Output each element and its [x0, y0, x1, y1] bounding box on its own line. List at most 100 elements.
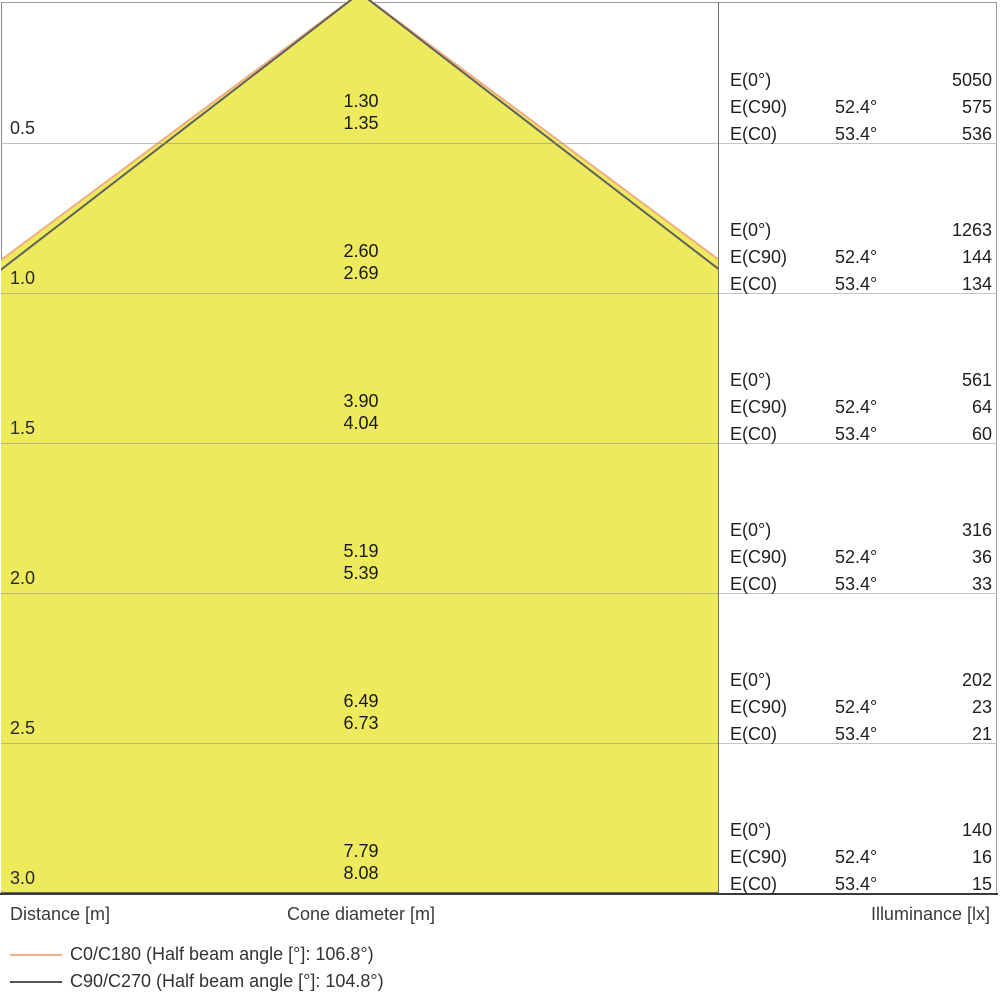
ec0-value: 134 — [961, 274, 992, 294]
cone-diameter-c0: 2.69 — [343, 263, 379, 283]
ec90-value: 144 — [961, 247, 992, 267]
e0-label: E(0°) — [730, 520, 772, 540]
e0-value: 202 — [961, 670, 992, 690]
ec90-angle: 52.4° — [835, 247, 878, 267]
ec90-label: E(C90) — [730, 547, 788, 567]
ec90-angle: 52.4° — [835, 97, 878, 117]
e0-value: 1263 — [951, 220, 992, 240]
cone-diameter-c90: 1.30 — [343, 91, 379, 111]
distance-axis-label: Distance [m] — [10, 904, 111, 924]
ec90-value: 36 — [971, 547, 992, 567]
distance-label: 3.0 — [10, 868, 36, 888]
e0-label: E(0°) — [730, 370, 772, 390]
e0-angle — [835, 217, 915, 244]
legend-label-c0: C0/C180 (Half beam angle [°]: 106.8°) — [70, 944, 374, 964]
gridline — [719, 443, 997, 444]
cone-diameter-pair: 2.60 2.69 — [301, 240, 421, 284]
cone-diagram-svg — [1, 0, 718, 893]
distance-label: 0.5 — [10, 118, 36, 138]
ec90-angle: 52.4° — [835, 547, 878, 567]
e0-angle — [835, 367, 915, 394]
illuminance-group: E(0°) 316 E(C90) 52.4° 36 E(C0) 53.4° 33 — [730, 517, 992, 598]
illuminance-axis-label: Illuminance [lx] — [870, 904, 990, 924]
cone-diameter-axis-label: Cone diameter [m] — [286, 904, 436, 924]
cone-diameter-pair: 6.49 6.73 — [301, 690, 421, 734]
ec90-value: 64 — [971, 397, 992, 417]
ec0-label: E(C0) — [730, 724, 778, 744]
ec0-label: E(C0) — [730, 274, 778, 294]
ec90-label: E(C90) — [730, 397, 788, 417]
ec0-angle: 53.4° — [835, 724, 878, 744]
cone-gridlines — [1, 143, 718, 744]
legend-label-c90: C90/C270 (Half beam angle [°]: 104.8°) — [70, 971, 384, 991]
gridline — [719, 743, 997, 744]
ec90-angle: 52.4° — [835, 847, 878, 867]
ec0-value: 33 — [971, 574, 992, 594]
ec0-angle: 53.4° — [835, 574, 878, 594]
cone-diameter-c90: 7.79 — [343, 841, 379, 861]
cone-diameter-pair: 3.90 4.04 — [301, 390, 421, 434]
illuminance-group: E(0°) 5050 E(C90) 52.4° 575 E(C0) 53.4° 536 — [730, 67, 992, 148]
ec0-value: 15 — [971, 874, 992, 894]
gridline — [719, 143, 997, 144]
cone-diameter-pair: 1.30 1.35 — [301, 90, 421, 134]
gridline — [719, 293, 997, 294]
ec90-value: 23 — [971, 697, 992, 717]
cone-diameter-pair: 7.79 8.08 — [301, 840, 421, 884]
ec0-label: E(C0) — [730, 124, 778, 144]
legend-entry-c90: C90/C270 (Half beam angle [°]: 104.8°) — [10, 968, 384, 995]
e0-value: 5050 — [951, 70, 992, 90]
ec0-angle: 53.4° — [835, 274, 878, 294]
cone-diameter-c90: 6.49 — [343, 691, 379, 711]
e0-angle — [835, 667, 915, 694]
distance-label: 1.0 — [10, 268, 36, 288]
e0-value: 316 — [961, 520, 992, 540]
e0-label: E(0°) — [730, 670, 772, 690]
ec90-angle: 52.4° — [835, 697, 878, 717]
e0-value: 561 — [961, 370, 992, 390]
cone-diameter-c0: 1.35 — [343, 113, 379, 133]
distance-label: 2.0 — [10, 568, 36, 588]
ec0-angle: 53.4° — [835, 124, 878, 144]
ec90-label: E(C90) — [730, 97, 788, 117]
ec0-label: E(C0) — [730, 424, 778, 444]
ec90-label: E(C90) — [730, 247, 788, 267]
illuminance-group: E(0°) 1263 E(C90) 52.4° 144 E(C0) 53.4° 134 — [730, 217, 992, 298]
ec0-label: E(C0) — [730, 874, 778, 894]
ec0-label: E(C0) — [730, 574, 778, 594]
ec90-angle: 52.4° — [835, 397, 878, 417]
cone-diameter-pair: 5.19 5.39 — [301, 540, 421, 584]
ec0-value: 21 — [971, 724, 992, 744]
e0-angle — [835, 517, 915, 544]
illuminance-group: E(0°) 140 E(C90) 52.4° 16 E(C0) 53.4° 15 — [730, 817, 992, 898]
gridline — [719, 593, 997, 594]
illuminance-group: E(0°) 561 E(C90) 52.4° 64 E(C0) 53.4° 60 — [730, 367, 992, 448]
ec90-value: 575 — [961, 97, 992, 117]
e0-angle — [835, 817, 915, 844]
ec0-value: 536 — [961, 124, 992, 144]
cone-diameter-c0: 4.04 — [343, 413, 379, 433]
e0-angle — [835, 67, 915, 94]
c90-c270-cone-polygon — [1, 0, 718, 893]
ec90-value: 16 — [971, 847, 992, 867]
e0-value: 140 — [961, 820, 992, 840]
c0-line-swatch — [10, 953, 62, 956]
ec90-label: E(C90) — [730, 697, 788, 717]
e0-label: E(0°) — [730, 220, 772, 240]
ec90-label: E(C90) — [730, 847, 788, 867]
legend-entry-c0: C0/C180 (Half beam angle [°]: 106.8°) — [10, 941, 374, 968]
cone-diameter-c0: 5.39 — [343, 563, 379, 583]
cone-diameter-c90: 2.60 — [343, 241, 379, 261]
ec0-angle: 53.4° — [835, 874, 878, 894]
cone-diameter-c0: 8.08 — [343, 863, 379, 883]
panel-divider-line — [718, 2, 719, 893]
ec0-value: 60 — [971, 424, 992, 444]
bottom-axis-line — [0, 893, 998, 895]
cone-diameter-c90: 5.19 — [343, 541, 379, 561]
illuminance-group: E(0°) 202 E(C90) 52.4° 23 E(C0) 53.4° 21 — [730, 667, 992, 748]
distance-label: 2.5 — [10, 718, 36, 738]
ec0-angle: 53.4° — [835, 424, 878, 444]
c90-line-swatch — [10, 980, 62, 983]
cone-diameter-c90: 3.90 — [343, 391, 379, 411]
